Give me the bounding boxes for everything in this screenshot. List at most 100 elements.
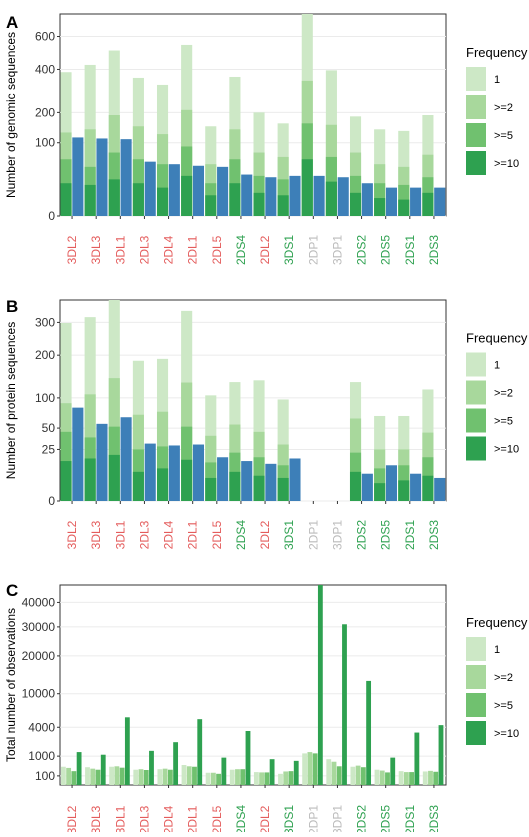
bar-3DL1-blue: [120, 417, 132, 501]
legend-key: [466, 436, 486, 461]
x-tick-label: 3DL2: [65, 805, 79, 832]
bar-2DP1->=10: [317, 585, 323, 785]
x-tick-label: 2DS1: [403, 805, 417, 832]
bar-3DL1-1: [109, 766, 115, 785]
x-tick-label: 2DL1: [186, 805, 200, 832]
legend-label: >=10: [494, 444, 519, 456]
y-axis-label: Total number of observations: [4, 608, 18, 762]
x-tick-label: 2DS2: [355, 235, 369, 265]
bar-3DL2-1: [60, 766, 66, 785]
bar-3DL1->=10: [108, 454, 120, 501]
y-tick-label: 30000: [22, 620, 56, 634]
bar-2DL2->=10: [269, 759, 275, 785]
y-tick-label: 600: [35, 30, 55, 44]
legend-key: [466, 95, 486, 119]
legend-label: >=2: [494, 102, 513, 114]
bar-2DL1-1: [181, 765, 187, 785]
legend-label: >=2: [494, 388, 513, 400]
plot-area: [59, 584, 447, 786]
bar-2DL5->=10: [205, 195, 217, 216]
y-axis-label: Number of genomic sequences: [4, 32, 18, 198]
bar-2DS3-blue: [434, 477, 446, 501]
bar-2DS2->=10: [366, 680, 372, 785]
bar-2DS5-blue: [385, 465, 398, 501]
bar-2DL4->=2: [162, 768, 168, 785]
bar-3DP1-1: [326, 759, 332, 785]
bar-3DL1->=5: [119, 767, 125, 785]
bar-3DL3->=10: [84, 458, 96, 501]
x-tick-label: 2DS2: [355, 805, 369, 832]
bar-2DL1-blue: [192, 444, 205, 501]
bar-2DL4->=10: [156, 187, 169, 216]
y-tick-label: 10000: [22, 687, 56, 701]
bar-3DL3->=2: [90, 768, 96, 785]
x-tick-label: 2DL4: [162, 520, 176, 549]
x-tick-label: 2DL2: [258, 235, 272, 264]
bar-2DP1-blue: [313, 175, 325, 216]
x-tick-label: 3DP1: [330, 520, 344, 550]
x-tick-label: 3DL1: [113, 520, 127, 549]
bar-2DS1->=10: [398, 480, 410, 501]
bar-2DL4-1: [157, 769, 163, 785]
legend-label: >=5: [494, 130, 513, 142]
bar-2DL2->=10: [253, 192, 265, 216]
bar-2DL4-blue: [168, 164, 180, 216]
panel-letter: C: [6, 581, 18, 600]
x-tick-label: 3DL3: [89, 235, 103, 264]
bar-2DL5->=10: [221, 757, 227, 785]
bar-2DS5-1: [374, 769, 380, 785]
bar-2DS1->=10: [414, 732, 420, 785]
panel-letter: A: [6, 13, 18, 32]
bar-2DS2->=2: [355, 765, 361, 785]
bar-2DS4-blue: [241, 461, 253, 501]
x-tick-label: 3DS1: [282, 235, 296, 265]
bar-2DS4->=10: [245, 730, 251, 785]
bar-2DS5->=2: [379, 770, 385, 785]
bar-3DL1-blue: [120, 139, 132, 216]
bar-2DL2-blue: [265, 463, 277, 501]
x-tick-label: 2DL4: [162, 805, 176, 832]
bar-2DS4->=10: [229, 183, 241, 216]
bar-3DP1-blue: [337, 177, 349, 216]
y-tick-label: 40000: [22, 595, 56, 609]
x-tick-label: 2DS4: [234, 235, 248, 265]
bar-3DS1->=5: [288, 771, 294, 785]
x-tick-label: 2DL4: [162, 235, 176, 264]
bar-3DL2->=10: [60, 461, 72, 501]
bar-3DL3->=10: [84, 184, 96, 216]
bar-2DS1-1: [398, 771, 404, 785]
legend-title: Frequency: [466, 615, 528, 630]
x-tick-label: 2DP1: [306, 805, 320, 832]
bar-2DL5-blue: [217, 457, 229, 501]
bar-3DL3-blue: [96, 138, 108, 216]
bar-3DL2->=2: [66, 767, 72, 785]
bar-2DL5-1: [205, 772, 211, 785]
x-tick-label: 2DS1: [403, 235, 417, 265]
y-tick-label: 0: [48, 494, 55, 508]
x-tick-label: 3DS1: [282, 805, 296, 832]
x-tick-label: 2DL2: [258, 805, 272, 832]
legend-key: [466, 721, 486, 745]
bar-2DL5->=5: [216, 773, 222, 785]
y-tick-label: 20000: [22, 649, 56, 663]
legend-label: 1: [494, 74, 500, 86]
x-tick-label: 3DL1: [113, 805, 127, 832]
legend-key: [466, 67, 486, 91]
y-tick-label: 300: [35, 315, 55, 329]
bar-2DS1-blue: [410, 187, 422, 216]
legend-key: [466, 665, 486, 689]
legend-title: Frequency: [466, 45, 528, 60]
bar-2DL1->=5: [192, 766, 197, 785]
x-tick-label: 2DS3: [427, 520, 441, 550]
x-tick-label: 2DS4: [234, 805, 248, 832]
legend-label: >=10: [494, 158, 519, 170]
bar-2DS1->=2: [403, 772, 409, 785]
y-tick-label: 0: [48, 209, 55, 223]
bar-2DL3->=2: [138, 769, 144, 785]
bar-3DS1->=2: [283, 771, 289, 785]
legend-title: Frequency: [466, 331, 528, 346]
legend-key: [466, 352, 486, 377]
bar-3DL3->=5: [95, 769, 101, 785]
x-tick-label: 2DP1: [306, 235, 320, 265]
x-tick-label: 2DS3: [427, 805, 441, 832]
